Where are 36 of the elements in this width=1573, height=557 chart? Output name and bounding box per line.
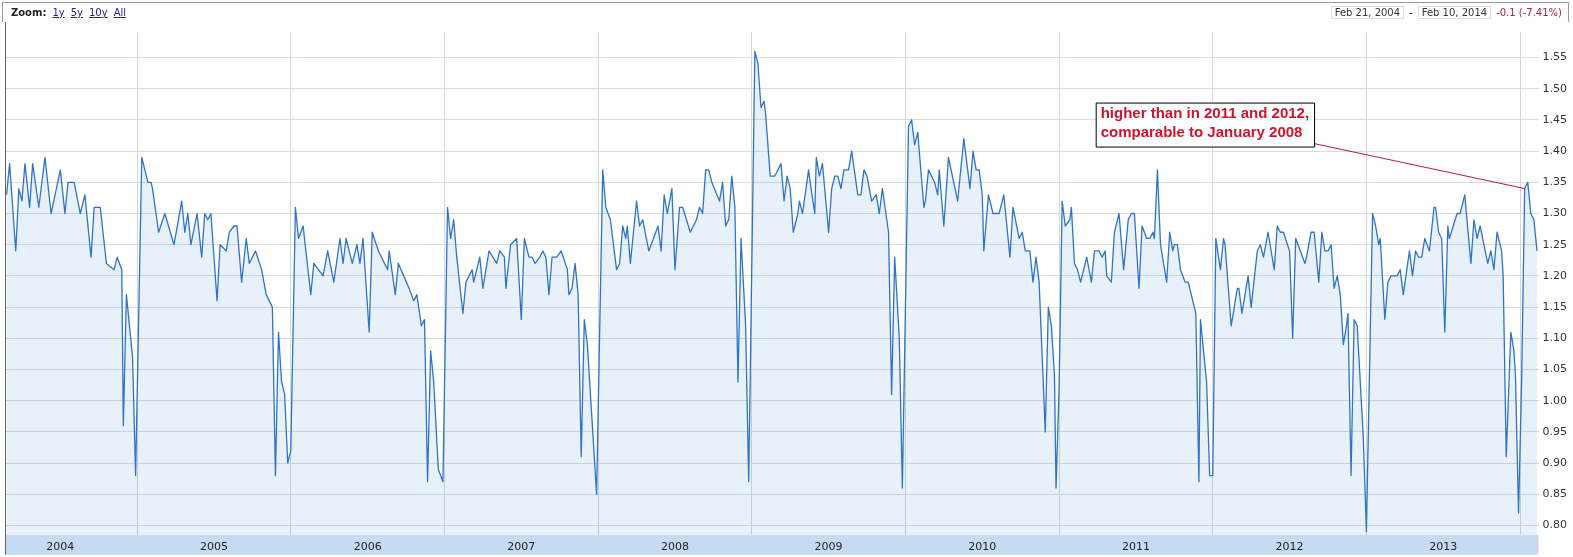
x-tick-label: 2006	[353, 540, 382, 554]
x-tick-label: 2004	[46, 540, 75, 554]
text: All	[113, 7, 127, 18]
y-tick-label: 1.55	[1542, 50, 1568, 64]
text: Feb 21, 2004	[1330, 6, 1405, 19]
x-tick-label: 2011	[1121, 540, 1150, 554]
x-tick-label: 2013	[1429, 540, 1458, 554]
y-tick-label: 0.85	[1542, 487, 1568, 501]
y-tick-label: 1.20	[1542, 268, 1568, 282]
y-tick-label: 1.25	[1542, 237, 1568, 251]
text: 5y	[70, 7, 83, 18]
y-tick-label: 1.40	[1542, 143, 1568, 157]
x-tick-label: 2009	[814, 540, 843, 554]
y-tick-label: 1.00	[1542, 393, 1568, 407]
y-tick-label: 1.45	[1542, 112, 1568, 126]
y-tick-label: 1.15	[1542, 299, 1568, 313]
text: 10y	[88, 7, 108, 18]
y-tick-label: 0.80	[1542, 518, 1568, 532]
x-tick-label: 2008	[660, 540, 689, 554]
y-tick-label: 1.35	[1542, 175, 1568, 189]
x-tick-label: 2005	[199, 540, 228, 554]
text: -0.1 (-7.41%)	[1496, 7, 1562, 18]
text: Feb 10, 2014	[1417, 6, 1492, 19]
y-tick-label: 1.05	[1542, 362, 1568, 376]
x-tick-label: 2010	[968, 540, 997, 554]
y-tick-label: 0.90	[1542, 455, 1568, 469]
text: Zoom:	[11, 7, 47, 18]
text: -	[1409, 7, 1413, 18]
y-tick-label: 1.10	[1542, 331, 1568, 345]
text: 1y	[52, 7, 65, 18]
y-tick-label: 1.30	[1542, 206, 1568, 220]
annotation: higher than in 2011 and 2012, comparable to January 2008	[1100, 104, 1310, 141]
x-tick-label: 2012	[1275, 540, 1304, 554]
x-tick-label: 2007	[507, 540, 536, 554]
y-tick-label: 0.95	[1542, 424, 1568, 438]
y-tick-label: 1.50	[1542, 81, 1568, 95]
